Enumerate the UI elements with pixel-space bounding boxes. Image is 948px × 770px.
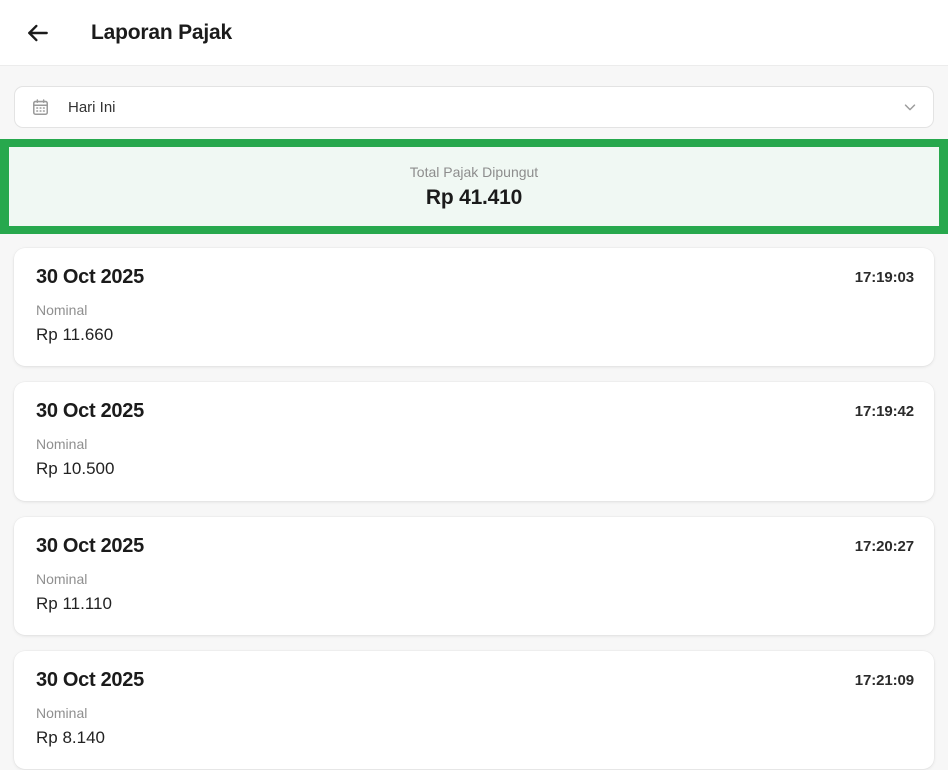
list-item[interactable]: 30 Oct 2025 17:19:03 Nominal Rp 11.660 xyxy=(14,248,934,367)
transaction-date: 30 Oct 2025 xyxy=(36,534,144,557)
list-item[interactable]: 30 Oct 2025 17:21:09 Nominal Rp 8.140 xyxy=(14,650,934,770)
transaction-date: 30 Oct 2025 xyxy=(36,266,144,288)
transaction-header: 30 Oct 2025 17:21:09 xyxy=(36,669,914,691)
nominal-value: Rp 11.660 xyxy=(36,325,114,345)
transaction-header: 30 Oct 2025 17:20:27 xyxy=(36,535,914,557)
nominal-value: Rp 11.110 xyxy=(36,593,112,613)
transaction-time: 17:20:27 xyxy=(854,537,914,555)
nominal-label: Nominal xyxy=(36,570,88,587)
total-tax-caption: Total Pajak Dipungut xyxy=(409,163,539,180)
transaction-time: 17:21:09 xyxy=(854,671,914,689)
total-tax-amount: Rp 41.410 xyxy=(425,186,523,210)
list-item[interactable]: 30 Oct 2025 17:20:27 Nominal Rp 11.110 xyxy=(14,516,934,635)
app-header: Laporan Pajak xyxy=(0,0,948,66)
list-item[interactable]: 30 Oct 2025 17:19:42 Nominal Rp 10.500 xyxy=(14,382,934,501)
nominal-label: Nominal xyxy=(36,436,88,453)
nominal-value: Rp 10.500 xyxy=(36,459,115,479)
page-content: Hari Ini Total Pajak Dipungut Rp 41.410 … xyxy=(0,66,948,770)
page-title: Laporan Pajak xyxy=(91,20,232,44)
back-button[interactable] xyxy=(16,11,60,55)
nominal-value: Rp 8.140 xyxy=(36,728,105,748)
arrow-left-icon xyxy=(25,20,51,46)
chevron-down-icon[interactable] xyxy=(901,98,919,116)
transaction-header: 30 Oct 2025 17:19:03 xyxy=(36,266,914,288)
total-tax-banner: Total Pajak Dipungut Rp 41.410 xyxy=(0,139,948,234)
transaction-list: 30 Oct 2025 17:19:03 Nominal Rp 11.660 3… xyxy=(0,234,948,770)
period-filter-dropdown[interactable]: Hari Ini xyxy=(14,86,934,128)
transaction-time: 17:19:42 xyxy=(854,403,914,421)
period-filter-label: Hari Ini xyxy=(68,98,116,116)
transaction-time: 17:19:03 xyxy=(854,269,914,286)
nominal-label: Nominal xyxy=(36,302,88,318)
transaction-header: 30 Oct 2025 17:19:42 xyxy=(36,400,914,422)
nominal-label: Nominal xyxy=(36,704,88,721)
transaction-date: 30 Oct 2025 xyxy=(36,400,144,423)
calendar-icon xyxy=(31,98,50,117)
transaction-date: 30 Oct 2025 xyxy=(36,668,144,691)
